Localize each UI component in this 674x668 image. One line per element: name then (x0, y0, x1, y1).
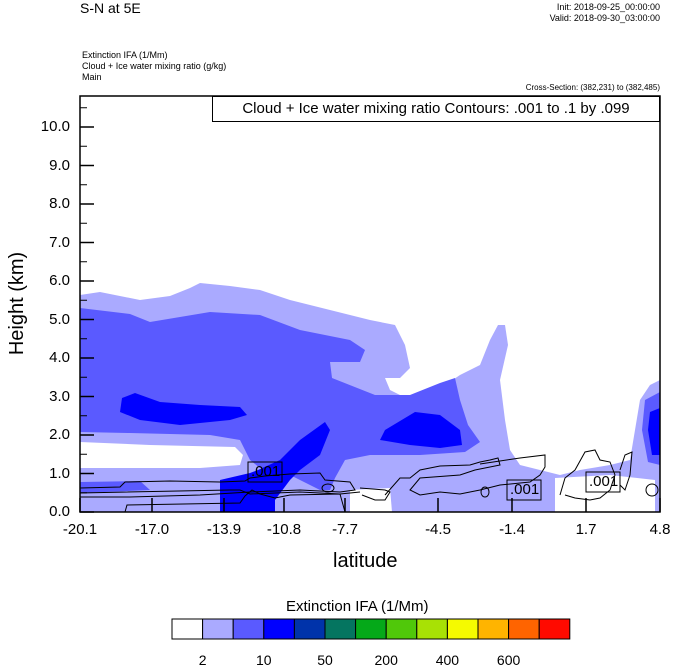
y-axis-label: Height (km) (6, 251, 29, 356)
y-tick-label: 9.0 (49, 156, 70, 174)
y-tick-label: 4.0 (49, 349, 70, 366)
extinction-fill (80, 283, 660, 512)
colorbar (171, 618, 571, 640)
y-tick-label: 10.0 (40, 118, 70, 135)
x-tick-label: -17.0 (134, 521, 170, 538)
colorbar-label: 10 (256, 652, 272, 668)
contour-line (645, 483, 659, 497)
colorbar-title: Extinction IFA (1/Mm) (286, 598, 429, 615)
contour-line (559, 449, 616, 501)
contour-label: .001 (589, 473, 619, 490)
valid-time: Valid: 2018-09-30_03:00:00 (549, 13, 660, 23)
colorbar-swatch (385, 618, 418, 640)
contour-label-box (247, 461, 283, 483)
colorbar-swatch (263, 618, 295, 640)
colorbar-label: 600 (496, 652, 521, 668)
contour-line (79, 472, 356, 498)
contour-line (124, 489, 346, 513)
fill-level-50 (648, 408, 660, 455)
x-tick-label: -13.9 (206, 521, 242, 538)
subtitle-main: Main (82, 72, 102, 82)
y-tick-label: 0.0 (49, 503, 70, 520)
x-tick-label: -7.7 (332, 521, 358, 538)
fill-level-10 (80, 308, 480, 490)
contour-line (480, 486, 490, 498)
contour-label: .001 (510, 481, 540, 498)
fill-gap-white (350, 488, 392, 512)
cross-section-info: Cross-Section: (382,231) to (382,485) (525, 83, 660, 92)
x-tick-label: 1.7 (575, 521, 597, 538)
colorbar-label: 200 (374, 652, 398, 668)
subtitle-extinction: Extinction IFA (1/Mm) (82, 50, 168, 60)
colorbar-swatch (508, 618, 540, 640)
x-tick-label: 4.8 (649, 521, 671, 538)
contour-label-box (585, 471, 621, 493)
contour-label-box (506, 479, 542, 501)
y-tick-label: 7.0 (49, 233, 70, 251)
contour-label: .001 (251, 463, 281, 480)
fill-gap-white (80, 442, 243, 468)
colorbar-label: 50 (317, 652, 333, 668)
colorbar-swatch (477, 618, 510, 640)
colorbar-swatch (538, 618, 571, 640)
y-tick-label: 3.0 (49, 387, 70, 405)
fill-level-50 (380, 412, 462, 448)
y-tick-label: 5.0 (49, 310, 70, 328)
y-tick-label: 8.0 (49, 195, 70, 212)
colorbar-swatch (202, 618, 234, 640)
y-tick-label: 2.0 (49, 426, 70, 443)
plot-title: S-N at 5E (80, 0, 141, 16)
colorbar-swatch (232, 618, 265, 640)
x-tick-label: -4.5 (425, 521, 451, 538)
colorbar-label: 2 (198, 652, 207, 668)
mixing-ratio-contours (79, 449, 659, 513)
colorbar-swatch (171, 618, 204, 640)
x-tick-label: -1.4 (499, 521, 525, 538)
contour-line (321, 483, 335, 493)
contour-line (619, 451, 633, 491)
contour-line (359, 487, 391, 501)
y-tick-label: 1.0 (49, 464, 70, 482)
contour-line (384, 454, 546, 496)
colorbar-swatch (446, 618, 479, 640)
init-time: Init: 2018-09-25_00:00:00 (556, 2, 660, 12)
x-tick-label: -10.8 (266, 521, 302, 538)
colorbar-label: 400 (435, 652, 460, 668)
colorbar-swatch (355, 618, 387, 640)
fill-level-50 (220, 422, 330, 512)
x-axis-label: latitude (333, 550, 398, 572)
y-tick-label: 6.0 (49, 272, 70, 289)
colorbar-swatch (324, 618, 357, 640)
fill-level-50 (120, 393, 247, 425)
subtitle-mixing-ratio: Cloud + Ice water mixing ratio (g/kg) (82, 61, 227, 71)
colorbar-swatch (293, 618, 326, 640)
colorbar-swatch (416, 618, 448, 640)
x-tick-label: -20.1 (62, 521, 98, 538)
contour-info-box: Cloud + Ice water mixing ratio Contours:… (212, 96, 660, 122)
